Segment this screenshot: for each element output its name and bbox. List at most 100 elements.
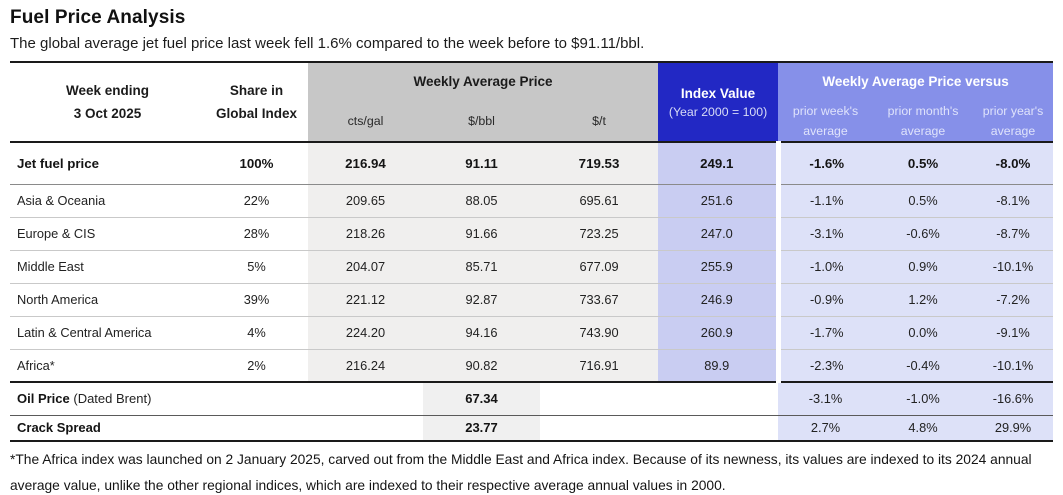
- index-value-cell: 260.9: [658, 316, 781, 350]
- table-row-asia-oceania: Asia & Oceania 22% 209.65 88.05 695.61 2…: [10, 184, 1054, 218]
- vs-prior-week-cell: -2.3%: [778, 349, 874, 383]
- unit-header-usd-bbl: $/bbl: [423, 100, 540, 143]
- vs-prior-week-cell: 2.7%: [778, 415, 874, 442]
- price-usd-bbl-cell: 67.34: [423, 382, 540, 416]
- unit-cts-gal: cts/gal: [347, 114, 384, 128]
- vs-prior-month-cell: -1.0%: [873, 382, 974, 416]
- col-header-share-global-index: Share in Global Index: [205, 62, 308, 143]
- row-label: Africa*: [10, 349, 205, 383]
- prior-week-line2: average: [803, 123, 848, 138]
- price-usd-bbl-cell: 91.66: [423, 217, 540, 251]
- index-value-cell: 249.1: [658, 142, 781, 185]
- table-row-oil-price: Oil Price (Dated Brent) 67.34 -3.1% -1.0…: [10, 382, 1054, 416]
- share-cell: 2%: [205, 349, 308, 383]
- oil-price-label: Oil Price: [17, 391, 70, 407]
- vs-prior-month-cell: -0.4%: [873, 349, 974, 383]
- table-row-crack-spread: Crack Spread 23.77 2.7% 4.8% 29.9%: [10, 415, 1054, 442]
- row-label: Asia & Oceania: [10, 184, 205, 218]
- share-cell: 100%: [205, 142, 308, 185]
- table-row-africa: Africa* 2% 216.24 90.82 716.91 89.9 -2.3…: [10, 349, 1054, 383]
- vs-prior-year-cell: -8.0%: [973, 142, 1054, 185]
- week-ending-date: 3 Oct 2025: [73, 106, 142, 121]
- africa-index-footnote: *The Africa index was launched on 2 Janu…: [10, 452, 1032, 493]
- vs-prior-year-cell: 29.9%: [973, 415, 1054, 442]
- index-value-cell: [658, 382, 779, 416]
- prior-year-line1: prior year's: [982, 103, 1044, 118]
- unit-usd-bbl: $/bbl: [468, 114, 495, 128]
- vs-prior-week-cell: -3.1%: [778, 217, 874, 251]
- prior-month-line1: prior month's: [887, 103, 959, 118]
- row-label: Europe & CIS: [10, 217, 205, 251]
- page-subtitle: The global average jet fuel price last w…: [10, 35, 645, 52]
- share-label-line2: Global Index: [215, 106, 297, 121]
- vs-prior-week-cell: -1.0%: [778, 250, 874, 284]
- table-row-europe-cis: Europe & CIS 28% 218.26 91.66 723.25 247…: [10, 217, 1054, 251]
- price-cts-gal-cell: 216.94: [308, 142, 423, 185]
- row-label: Latin & Central America: [10, 316, 205, 350]
- price-cts-gal-cell: 209.65: [308, 184, 423, 218]
- vs-prior-month-cell: 0.5%: [873, 184, 974, 218]
- price-usd-bbl-cell: 88.05: [423, 184, 540, 218]
- share-cell: 4%: [205, 316, 308, 350]
- vs-prior-year-cell: -8.7%: [973, 217, 1054, 251]
- index-value-cell: 251.6: [658, 184, 781, 218]
- price-usd-bbl-cell: 94.16: [423, 316, 540, 350]
- row-label: Oil Price (Dated Brent): [10, 382, 423, 416]
- index-value-cell: [658, 415, 779, 442]
- table-row-middle-east: Middle East 5% 204.07 85.71 677.09 255.9…: [10, 250, 1054, 284]
- price-cts-gal-cell: 204.07: [308, 250, 423, 284]
- vs-prior-week-cell: -3.1%: [778, 382, 874, 416]
- fuel-price-table: Week ending 3 Oct 2025 Share in Global I…: [10, 61, 1054, 442]
- row-label: North America: [10, 283, 205, 317]
- week-ending-label: Week ending: [65, 83, 150, 98]
- col-header-index-value: Index Value (Year 2000 = 100): [658, 62, 779, 143]
- vs-prior-week-cell: -1.7%: [778, 316, 874, 350]
- subheader-prior-month: prior month's average: [873, 100, 974, 143]
- price-cts-gal-cell: 218.26: [308, 217, 423, 251]
- vs-prior-week-cell: -1.1%: [778, 184, 874, 218]
- col-header-weekly-avg-price: Weekly Average Price: [308, 62, 659, 100]
- price-usd-t-cell: [540, 415, 659, 442]
- price-cts-gal-cell: 221.12: [308, 283, 423, 317]
- vs-prior-year-cell: -10.1%: [973, 349, 1054, 383]
- index-value-cell: 247.0: [658, 217, 781, 251]
- share-cell: 22%: [205, 184, 308, 218]
- price-cts-gal-cell: 224.20: [308, 316, 423, 350]
- vs-prior-month-cell: 1.2%: [873, 283, 974, 317]
- price-usd-t-cell: 719.53: [540, 142, 659, 185]
- price-usd-t-cell: 723.25: [540, 217, 659, 251]
- row-label: Middle East: [10, 250, 205, 284]
- index-value-label: Index Value: [680, 85, 756, 101]
- page-title: Fuel Price Analysis: [10, 7, 186, 28]
- price-usd-bbl-cell: 23.77: [423, 415, 540, 442]
- vs-prior-year-cell: -8.1%: [973, 184, 1054, 218]
- prior-year-line2: average: [990, 123, 1036, 138]
- row-label: Crack Spread: [10, 415, 423, 442]
- vs-prior-year-cell: -10.1%: [973, 250, 1054, 284]
- price-usd-bbl-cell: 91.11: [423, 142, 540, 185]
- price-usd-t-cell: 695.61: [540, 184, 659, 218]
- price-versus-label: Weekly Average Price versus: [822, 74, 1009, 89]
- share-cell: 39%: [205, 283, 308, 317]
- price-usd-t-cell: [540, 382, 659, 416]
- vs-prior-year-cell: -16.6%: [973, 382, 1054, 416]
- subheader-prior-year: prior year's average: [973, 100, 1054, 143]
- share-label-line1: Share in: [229, 83, 284, 98]
- vs-prior-month-cell: 0.9%: [873, 250, 974, 284]
- vs-prior-month-cell: 4.8%: [873, 415, 974, 442]
- share-cell: 28%: [205, 217, 308, 251]
- vs-prior-year-cell: -7.2%: [973, 283, 1054, 317]
- price-cts-gal-cell: 216.24: [308, 349, 423, 383]
- vs-prior-month-cell: 0.0%: [873, 316, 974, 350]
- unit-usd-t: $/t: [592, 114, 606, 128]
- vs-prior-month-cell: 0.5%: [873, 142, 974, 185]
- weekly-avg-price-label: Weekly Average Price: [413, 74, 553, 89]
- col-header-week-ending: Week ending 3 Oct 2025: [10, 62, 205, 143]
- row-label: Jet fuel price: [10, 142, 205, 185]
- index-value-cell: 255.9: [658, 250, 781, 284]
- price-usd-bbl-cell: 85.71: [423, 250, 540, 284]
- prior-week-line1: prior week's: [792, 103, 859, 118]
- table-row-north-america: North America 39% 221.12 92.87 733.67 24…: [10, 283, 1054, 317]
- subheader-prior-week: prior week's average: [778, 100, 874, 143]
